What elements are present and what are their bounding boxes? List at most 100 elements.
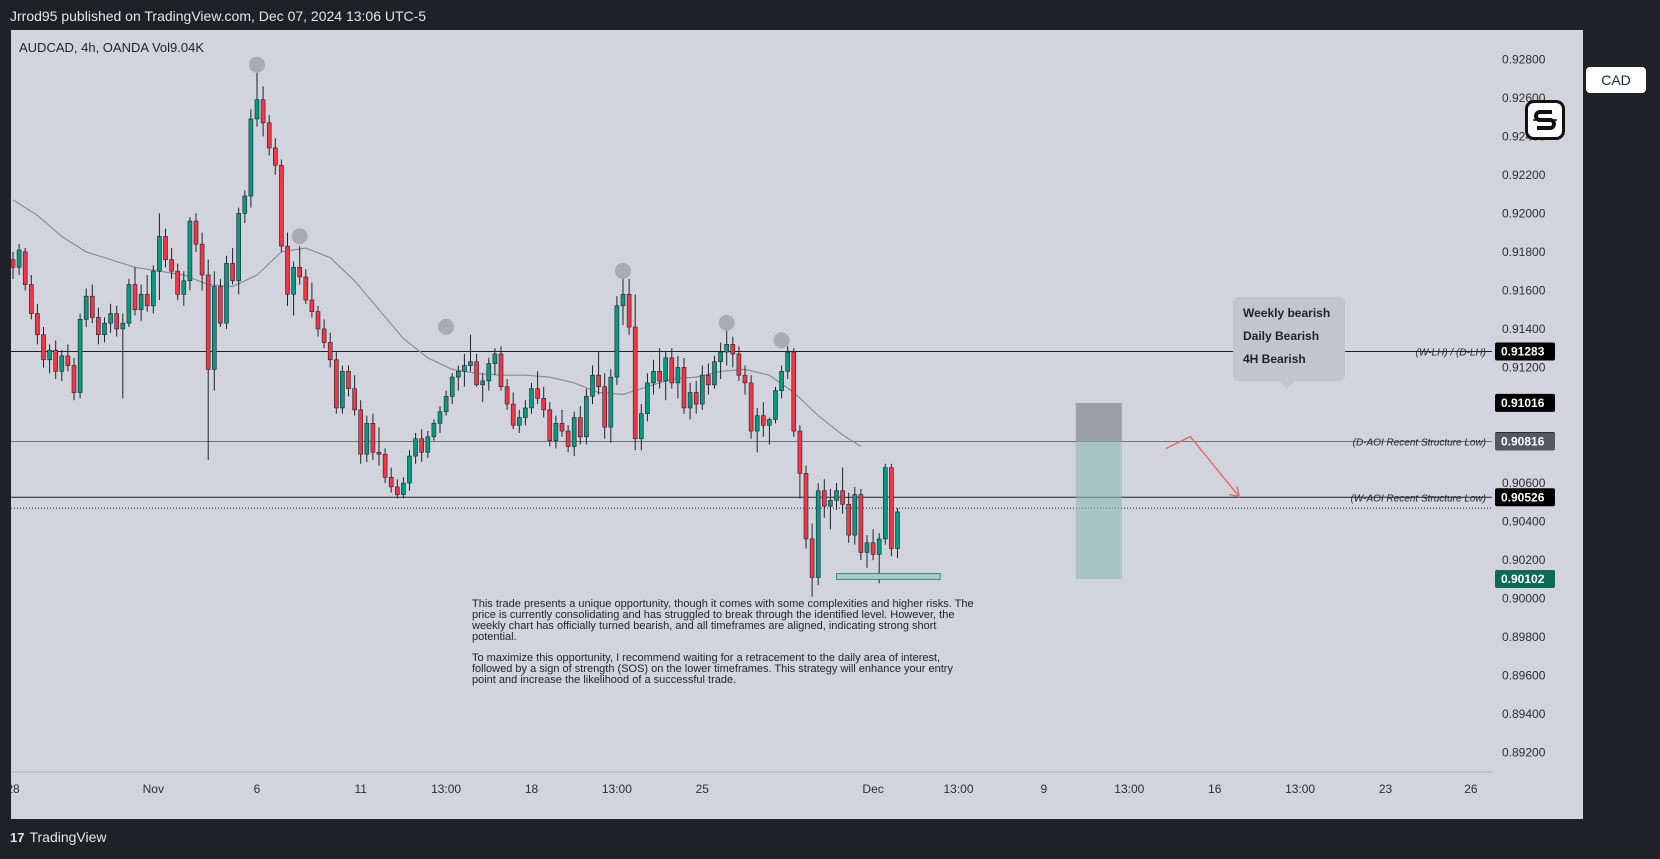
tradingview-logo-icon: 17: [10, 829, 25, 845]
candle-body: [358, 409, 364, 455]
candle-body: [22, 251, 28, 285]
time-tick-label: 28: [11, 782, 20, 796]
price-tick-label: 0.91800: [1502, 245, 1546, 259]
price-tag: [1495, 569, 1555, 588]
level-label: (D-AOI Recent Structure Low): [1353, 437, 1486, 448]
take-profit-zone: [1075, 441, 1122, 579]
candle-body: [65, 355, 71, 366]
price-tick-label: 0.91400: [1502, 322, 1546, 336]
candle-body: [431, 423, 437, 438]
tradingview-label: TradingView: [29, 829, 107, 845]
candle-body: [309, 299, 315, 312]
candle-body: [236, 213, 241, 282]
bottom-bar: 17 TradingView: [0, 819, 1660, 859]
candle-body: [401, 482, 406, 495]
projection-arrow: [1165, 435, 1240, 498]
candle-body: [254, 99, 260, 120]
candle-body: [846, 503, 852, 536]
candle-body: [394, 486, 400, 495]
candle-body: [523, 407, 528, 418]
candle-body: [90, 295, 95, 318]
tradingview-brand[interactable]: 17 TradingView: [10, 829, 107, 845]
price-tick-label: 0.90200: [1502, 553, 1546, 567]
candle-body: [120, 322, 126, 330]
candle-body: [724, 344, 730, 353]
candle-body: [413, 438, 418, 457]
candle-body: [858, 494, 864, 553]
candle-body: [596, 374, 601, 388]
time-tick-label: 13:00: [943, 782, 973, 796]
trend-callout: Weekly bearish Daily Bearish 4H Bearish: [1233, 297, 1345, 381]
chart-area[interactable]: 0.92800 0.92600 0.92400 0.92200 0.92000 0.918…: [11, 30, 1646, 819]
candle-body: [138, 293, 144, 310]
candle-body: [108, 313, 113, 324]
candle-body: [199, 243, 205, 276]
callout-line-4h: 4H Bearish: [1243, 352, 1306, 366]
candle-body: [407, 455, 412, 484]
candle-body: [821, 490, 827, 507]
candle-body: [53, 349, 59, 372]
candle-body: [895, 511, 900, 549]
candle-body: [577, 417, 583, 438]
candle-body: [504, 386, 510, 405]
time-tick-label: 16: [1208, 782, 1222, 796]
candle-body: [675, 367, 681, 384]
candle-body: [547, 409, 553, 441]
price-tick-label: 0.90600: [1502, 476, 1546, 490]
candle-body: [486, 363, 492, 382]
candle-body: [83, 295, 89, 320]
candle-body: [510, 403, 516, 426]
candle-body: [419, 438, 425, 453]
candle-body: [205, 274, 211, 370]
candle-body: [657, 371, 662, 382]
candle-body: [169, 259, 174, 272]
price-chart[interactable]: 0.928000.926000.924000.922000.920000.918…: [11, 30, 1583, 819]
candle-body: [59, 355, 65, 372]
stop-loss-zone: [1075, 402, 1122, 442]
candle-body: [248, 118, 254, 197]
callout-tail: [1279, 381, 1295, 389]
candle-body: [669, 357, 675, 384]
price-tick-label: 0.90400: [1502, 515, 1546, 529]
candle-body: [333, 359, 339, 409]
time-tick-label: 13:00: [431, 782, 461, 796]
candle-body: [559, 423, 565, 432]
candle-body: [773, 390, 778, 420]
candle-body: [151, 270, 156, 307]
candle-body: [760, 415, 766, 426]
candle-body: [870, 542, 876, 555]
time-tick-label: 25: [696, 782, 710, 796]
candle-body: [828, 500, 833, 507]
candle-body: [163, 236, 168, 260]
candle-body: [266, 122, 272, 149]
candle-body: [882, 467, 888, 540]
candle-body: [516, 417, 522, 426]
swing-high-marker: [249, 56, 265, 73]
demand-zone: [836, 573, 941, 580]
candle-body: [260, 99, 266, 124]
candle-body: [352, 388, 357, 411]
analysis-note: This trade presents a unique opportunity…: [472, 599, 977, 696]
time-tick-label: 13:00: [1114, 782, 1144, 796]
currency-button[interactable]: CAD: [1586, 67, 1646, 93]
swing-high-marker: [718, 314, 735, 331]
candle-body: [876, 538, 882, 555]
candle-body: [425, 436, 431, 453]
time-tick-label: Nov: [143, 782, 164, 796]
candle-body: [443, 396, 449, 413]
callout-line-daily: Daily Bearish: [1243, 329, 1320, 343]
candle-body: [96, 317, 101, 336]
time-tick-label: 13:00: [602, 782, 632, 796]
price-tag: [1495, 342, 1555, 361]
price-tag: [1495, 432, 1555, 451]
time-tick-label: 6: [254, 782, 261, 796]
candle-body: [388, 476, 394, 488]
price-tick-label: 0.89200: [1502, 746, 1546, 760]
candle-body: [462, 365, 467, 372]
price-tag-label: 0.90102: [1501, 572, 1545, 586]
candle-body: [370, 423, 376, 453]
swing-high-marker: [773, 332, 790, 349]
candle-body: [480, 380, 486, 386]
candle-body: [157, 236, 162, 272]
candle-body: [803, 473, 809, 540]
